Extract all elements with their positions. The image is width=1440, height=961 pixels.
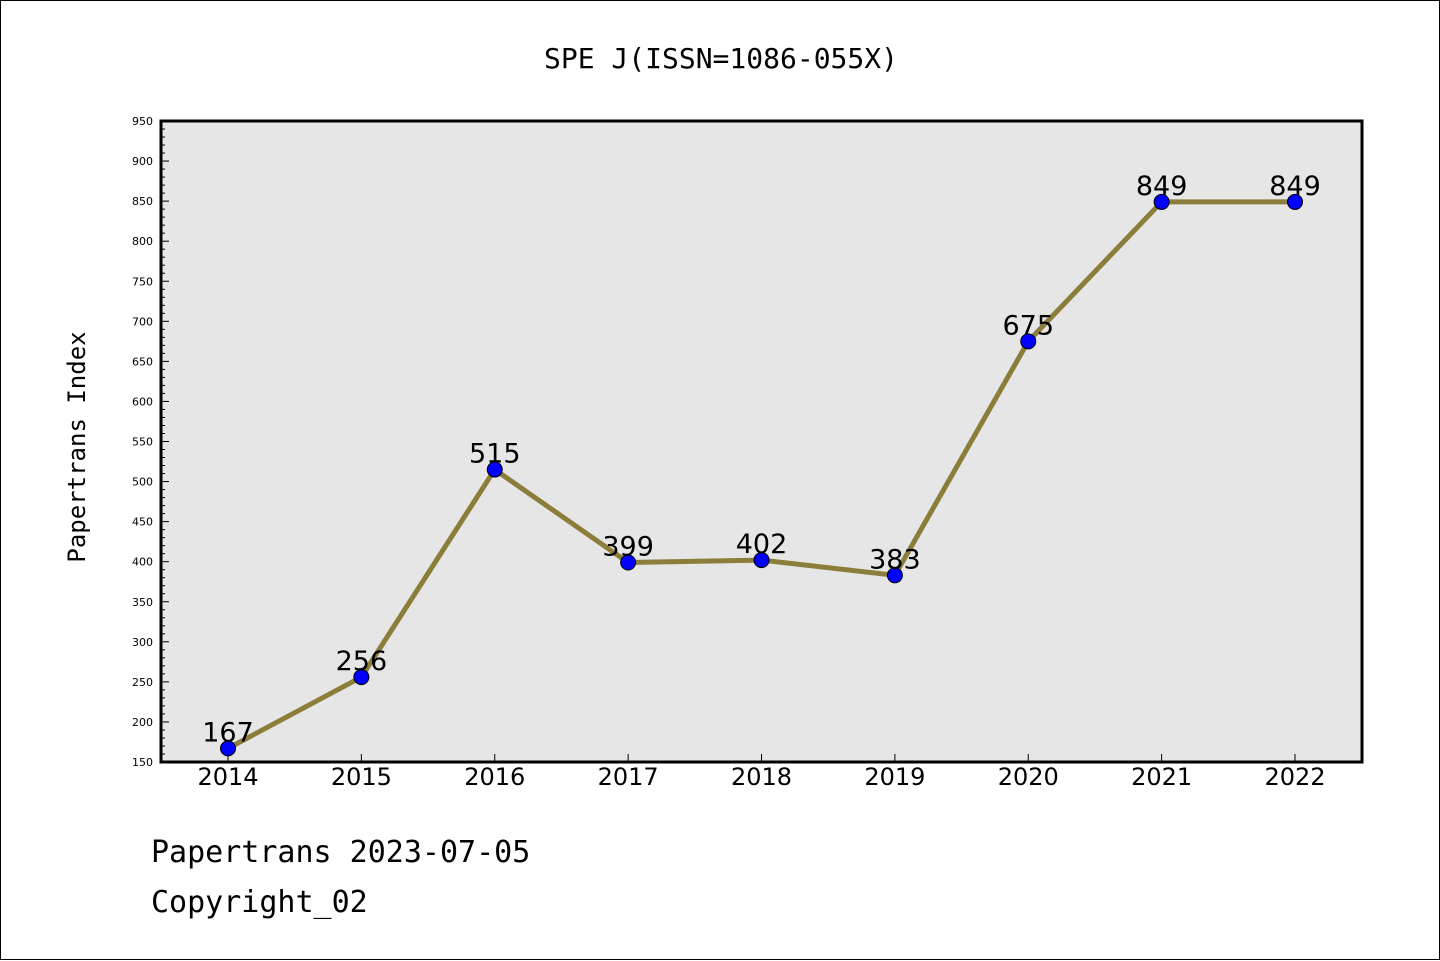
data-point-marker <box>486 461 503 478</box>
x-tick-label: 2022 <box>1264 763 1325 791</box>
data-label: 849 <box>1269 171 1321 202</box>
footer-copyright: Copyright_02 <box>151 885 368 920</box>
data-point-marker <box>1153 193 1170 210</box>
data-point-marker <box>1020 333 1037 350</box>
data-label: 402 <box>736 529 788 560</box>
x-tick-label: 2021 <box>1131 763 1192 791</box>
y-tick-label: 500 <box>132 476 153 489</box>
y-tick-label: 900 <box>132 155 153 168</box>
y-axis-label: Papertrans Index <box>63 331 91 562</box>
data-point-marker <box>353 669 370 686</box>
series-layer: 167 256 515 399 402 383 675 849 849 <box>202 171 1321 757</box>
data-point-marker <box>620 554 637 571</box>
x-axis-ticks: 2014 2015 2016 2017 2018 2019 2020 2021 2022 <box>197 754 1326 791</box>
x-tick-label: 2019 <box>864 763 925 791</box>
y-tick-label: 450 <box>132 516 153 529</box>
x-tick-label: 2020 <box>998 763 1059 791</box>
y-tick-label: 600 <box>132 395 153 408</box>
x-tick-label: 2015 <box>331 763 392 791</box>
y-tick-label: 850 <box>132 195 153 208</box>
plot-area <box>159 119 1364 764</box>
x-tick-label: 2018 <box>731 763 792 791</box>
y-tick-label: 150 <box>132 756 153 769</box>
footer-date: Papertrans 2023-07-05 <box>151 835 531 870</box>
y-tick-label: 650 <box>132 355 153 368</box>
data-point-marker <box>1287 193 1303 210</box>
data-label: 399 <box>602 531 654 562</box>
y-tick-label: 200 <box>132 716 153 729</box>
x-tick-label: 2017 <box>598 763 659 791</box>
data-label: 849 <box>1136 171 1188 202</box>
y-tick-label: 950 <box>132 115 153 128</box>
data-label: 383 <box>869 544 921 575</box>
x-tick-label: 2014 <box>197 763 258 791</box>
data-label: 256 <box>336 646 388 677</box>
y-tick-label: 800 <box>132 235 153 248</box>
data-point-marker <box>220 740 236 757</box>
y-tick-label: 400 <box>132 556 153 569</box>
y-tick-label: 300 <box>132 636 153 649</box>
y-tick-label: 750 <box>132 275 153 288</box>
y-tick-label: 350 <box>132 596 153 609</box>
data-point-marker <box>753 552 770 569</box>
data-label: 167 <box>202 717 254 748</box>
data-label: 515 <box>469 439 521 470</box>
y-tick-label: 250 <box>132 676 153 689</box>
data-label: 675 <box>1002 310 1054 341</box>
y-tick-label: 700 <box>132 315 153 328</box>
data-point-marker <box>886 567 903 584</box>
chart-title: SPE J(ISSN=1086-055X) <box>544 42 898 75</box>
y-tick-label: 550 <box>132 436 153 449</box>
y-axis-ticks: 150 200 250 300 350 400 450 500 550 600 650 700 750 8… <box>132 115 169 769</box>
x-tick-label: 2016 <box>464 763 525 791</box>
